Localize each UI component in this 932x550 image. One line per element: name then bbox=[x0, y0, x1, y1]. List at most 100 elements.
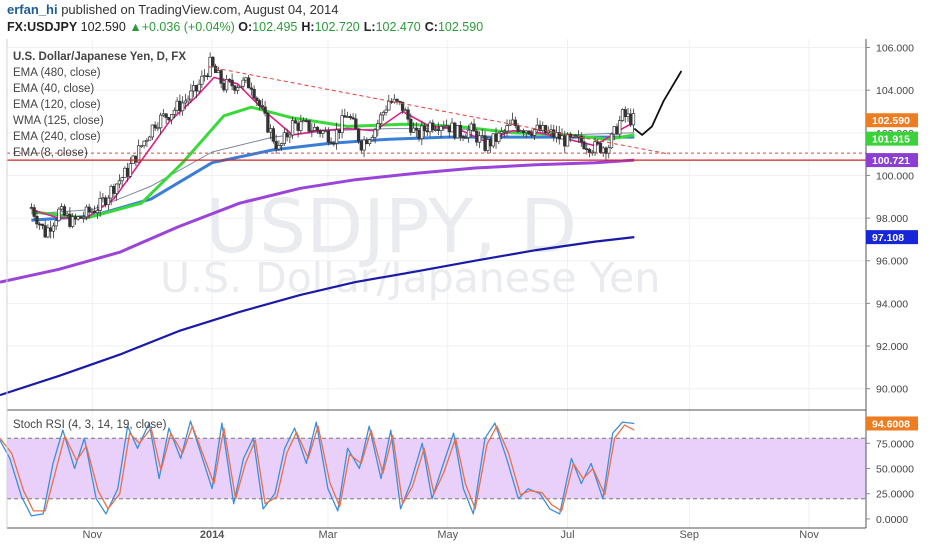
candle-body bbox=[516, 125, 520, 132]
y-tick-label: 98.000 bbox=[876, 213, 908, 225]
candle-body bbox=[46, 227, 50, 238]
candle-body bbox=[593, 141, 597, 153]
high-label: H: bbox=[301, 20, 315, 34]
candle-body bbox=[340, 115, 344, 134]
candle-body bbox=[458, 125, 462, 137]
candle-body bbox=[197, 83, 201, 92]
candle-body bbox=[356, 128, 361, 142]
candle-body bbox=[169, 114, 174, 121]
candle-body bbox=[596, 141, 600, 144]
candle-body bbox=[409, 118, 413, 133]
candle-body bbox=[123, 167, 127, 178]
candle-body bbox=[136, 145, 141, 163]
candle-body bbox=[178, 100, 182, 112]
trendline bbox=[208, 66, 670, 155]
candle-body bbox=[263, 106, 267, 114]
candle-body bbox=[480, 135, 484, 137]
candle-body bbox=[321, 130, 325, 134]
candle-body bbox=[299, 121, 303, 131]
candle-body bbox=[362, 139, 366, 151]
candle-body bbox=[431, 122, 435, 131]
x-tick-label: Jul bbox=[560, 529, 574, 541]
y-tick-label: 106.000 bbox=[876, 43, 914, 55]
last-price: 102.590 bbox=[80, 20, 126, 34]
candle-body bbox=[40, 223, 45, 226]
open-value: 102.495 bbox=[252, 20, 298, 34]
candle-body bbox=[585, 148, 589, 151]
candle-body bbox=[101, 197, 105, 200]
candle-body bbox=[472, 123, 476, 132]
published-text: published on TradingView.com, August 04,… bbox=[61, 2, 339, 17]
candle-body bbox=[395, 98, 399, 102]
candle-body bbox=[502, 130, 506, 133]
candle-body bbox=[186, 98, 190, 102]
candle-body bbox=[365, 139, 369, 144]
legend: U.S. Dollar/Japanese Yen, D, FX EMA (480,… bbox=[13, 51, 186, 431]
candle-body bbox=[222, 82, 226, 91]
candle-body bbox=[565, 133, 570, 147]
candle-body bbox=[513, 119, 517, 126]
candle-body bbox=[384, 109, 388, 113]
candle-body bbox=[54, 220, 58, 227]
candle-body bbox=[128, 163, 133, 177]
candle-body bbox=[345, 116, 350, 118]
candle-body bbox=[219, 70, 223, 84]
candle-body bbox=[290, 120, 295, 136]
author-link[interactable]: erfan_hi bbox=[7, 2, 58, 17]
open-label: O: bbox=[238, 20, 253, 34]
candle-body bbox=[508, 123, 512, 127]
candle-body bbox=[274, 140, 278, 150]
candle-body bbox=[114, 183, 119, 194]
candle-body bbox=[535, 124, 539, 131]
candle-body bbox=[620, 109, 625, 121]
candle-body bbox=[326, 130, 330, 143]
candle-body bbox=[576, 135, 581, 138]
candle-body bbox=[32, 207, 36, 217]
projection-curve bbox=[633, 70, 683, 136]
candle-body bbox=[249, 87, 254, 90]
candle-body bbox=[172, 109, 177, 115]
candle-body bbox=[180, 102, 185, 112]
candle-body bbox=[142, 140, 146, 147]
candle-body bbox=[98, 197, 102, 211]
candle-body bbox=[436, 129, 440, 131]
x-tick-label: Mar bbox=[318, 529, 337, 541]
candle-body bbox=[329, 141, 333, 144]
candle-body bbox=[403, 109, 407, 112]
price-axis: 106.000104.000102.000100.00098.00096.000… bbox=[866, 43, 918, 526]
y-tick-label: 96.000 bbox=[876, 256, 908, 268]
symbol-label[interactable]: FX:USDJPY bbox=[7, 20, 78, 34]
legend-entry: U.S. Dollar/Japanese Yen, D, FX bbox=[13, 51, 186, 63]
candle-body bbox=[475, 130, 479, 143]
candles bbox=[29, 52, 636, 239]
candle-body bbox=[268, 128, 273, 133]
candle-body bbox=[266, 113, 270, 133]
candle-body bbox=[552, 129, 556, 138]
candle-body bbox=[510, 119, 515, 125]
candle-body bbox=[420, 125, 424, 139]
candle-body bbox=[164, 113, 168, 118]
candle-body bbox=[629, 113, 633, 126]
x-tick-label: Nov bbox=[83, 529, 103, 541]
candle-body bbox=[120, 177, 124, 182]
price-badge-label: 97.108 bbox=[872, 232, 904, 244]
candle-body bbox=[224, 79, 229, 91]
candle-body bbox=[615, 126, 619, 135]
candle-body bbox=[112, 186, 116, 194]
candle-body bbox=[579, 135, 583, 143]
legend-entry: EMA (40, close) bbox=[13, 83, 94, 95]
price-badge-label: 101.915 bbox=[872, 134, 910, 146]
candle-body bbox=[79, 216, 83, 219]
candle-body bbox=[145, 139, 149, 142]
candle-body bbox=[49, 227, 53, 232]
y-tick-label: 100.000 bbox=[876, 170, 914, 182]
x-tick-label: Nov bbox=[799, 529, 819, 541]
watermark-symbol: USDJPY, D bbox=[205, 184, 577, 270]
candle-body bbox=[444, 125, 449, 128]
candle-body bbox=[117, 180, 122, 185]
candle-body bbox=[367, 139, 372, 144]
y-tick-label: 94.000 bbox=[876, 298, 908, 310]
candle-body bbox=[499, 131, 504, 134]
legend-entry: WMA (125, close) bbox=[13, 115, 104, 127]
